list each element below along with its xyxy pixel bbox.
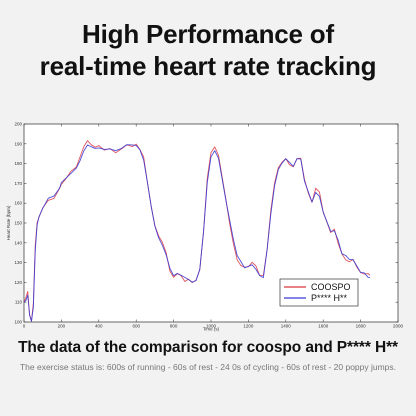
x-tick-label: 800 bbox=[170, 324, 178, 329]
x-tick-label: 1400 bbox=[281, 324, 292, 329]
x-axis-label: Time (s) bbox=[203, 327, 220, 332]
y-axis-ticks: 100 110 120 130 140 150 160 170 180 190 200 bbox=[14, 122, 398, 325]
x-tick-label: 1600 bbox=[318, 324, 329, 329]
headline-line-2: real-time heart rate tracking bbox=[39, 51, 377, 81]
x-tick-label: 1000 bbox=[206, 324, 217, 329]
legend-label: COOSPO bbox=[311, 282, 351, 292]
y-tick-label: 140 bbox=[14, 240, 22, 245]
y-tick-label: 160 bbox=[14, 201, 22, 206]
x-tick-label: 2000 bbox=[393, 324, 404, 329]
series-layer bbox=[23, 140, 371, 322]
x-tick-label: 200 bbox=[58, 324, 66, 329]
headline-line-1: High Performance of bbox=[82, 19, 334, 49]
heart-rate-chart: 100 110 120 130 140 150 160 170 180 190 200 0 200 40… bbox=[0, 118, 416, 332]
headline: High Performance of real-time heart rate… bbox=[0, 18, 416, 82]
series-line-other bbox=[23, 144, 371, 322]
caption: The data of the comparison for coospo an… bbox=[18, 339, 398, 356]
x-tick-label: 1200 bbox=[243, 324, 254, 329]
heart-rate-chart-svg: 100 110 120 130 140 150 160 170 180 190 200 0 200 40… bbox=[6, 122, 404, 332]
y-tick-label: 100 bbox=[14, 320, 22, 325]
y-tick-label: 190 bbox=[14, 141, 22, 146]
legend-label: P**** H** bbox=[311, 293, 348, 303]
y-tick-label: 180 bbox=[14, 161, 22, 166]
x-tick-label: 0 bbox=[23, 324, 26, 329]
y-tick-label: 150 bbox=[14, 221, 22, 226]
exercise-note: The exercise status is: 600s of running … bbox=[19, 362, 397, 372]
x-axis-ticks: 0 200 400 600 800 1000 1200 1400 1600 1800 2000 bbox=[23, 124, 404, 329]
x-tick-label: 1800 bbox=[356, 324, 367, 329]
y-tick-label: 120 bbox=[14, 280, 22, 285]
y-tick-label: 200 bbox=[14, 122, 22, 127]
x-tick-label: 400 bbox=[95, 324, 103, 329]
legend-box bbox=[279, 278, 359, 307]
y-tick-label: 110 bbox=[15, 300, 23, 305]
y-tick-label: 170 bbox=[14, 181, 22, 186]
x-tick-label: 600 bbox=[132, 324, 140, 329]
y-axis-label: Heart Rate (bpm) bbox=[6, 205, 11, 240]
y-tick-label: 130 bbox=[14, 260, 22, 265]
